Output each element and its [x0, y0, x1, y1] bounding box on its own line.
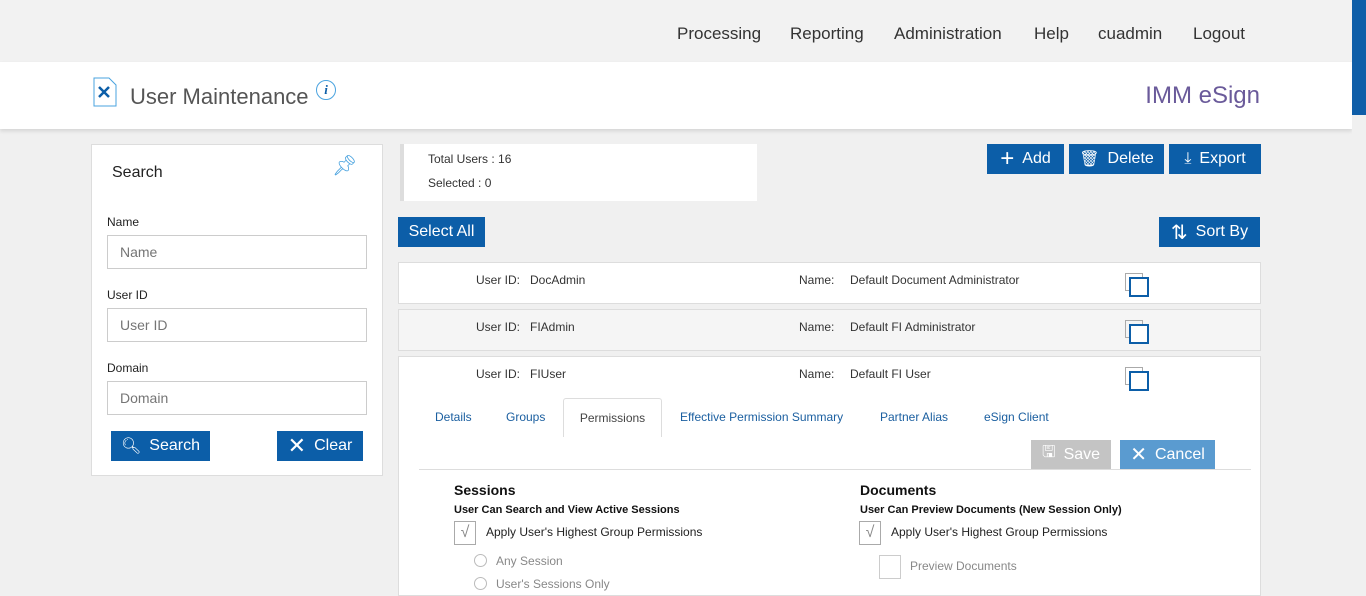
userid-label: User ID — [107, 288, 148, 302]
delete-button[interactable]: 🗑︎ Delete — [1069, 144, 1164, 174]
nav-processing[interactable]: Processing — [677, 24, 762, 43]
pin-icon[interactable]: 📌︎ — [332, 155, 358, 177]
nav-reporting[interactable]: Reporting — [790, 24, 864, 43]
save-icon: 🖫︎ — [1041, 444, 1056, 461]
user-maintenance-icon — [93, 77, 117, 107]
selected-count: Selected : 0 — [428, 176, 492, 190]
any-session-radio[interactable] — [474, 554, 487, 567]
search-panel: Search 📌︎ Name User ID Domain 🔍︎Search ✕… — [91, 144, 383, 476]
brand-name: IMM eSign — [1145, 82, 1260, 109]
sort-icon: ⇅ — [1170, 221, 1188, 244]
nav-administration[interactable]: Administration — [894, 24, 1002, 43]
close-icon: ✕ — [287, 433, 307, 458]
export-button[interactable]: ⤓ Export — [1169, 144, 1261, 174]
user-row[interactable]: User ID: DocAdmin Name: Default Document A… — [398, 262, 1261, 304]
search-icon: 🔍︎ — [120, 438, 142, 455]
user-name: Default FI User — [850, 367, 931, 381]
download-icon: ⤓ — [1184, 150, 1192, 167]
preview-documents-label: Preview Documents — [910, 559, 1017, 573]
scrollbar[interactable] — [1352, 0, 1366, 589]
plus-icon: + — [1000, 145, 1015, 172]
search-title: Search — [112, 164, 163, 181]
userid-input[interactable] — [107, 308, 367, 342]
any-session-label: Any Session — [496, 554, 563, 568]
save-button[interactable]: 🖫︎ Save — [1031, 440, 1111, 469]
documents-apply-label: Apply User's Highest Group Permissions — [891, 525, 1108, 539]
row-checkbox[interactable] — [1125, 273, 1149, 297]
total-users: Total Users : 16 — [428, 152, 512, 166]
user-name: Default Document Administrator — [850, 273, 1020, 287]
info-icon[interactable]: i — [316, 80, 336, 100]
tab-details[interactable]: Details — [435, 410, 472, 424]
tab-esign-client[interactable]: eSign Client — [984, 410, 1049, 424]
add-button[interactable]: + Add — [987, 144, 1064, 174]
nav-logout[interactable]: Logout — [1193, 24, 1245, 43]
divider — [419, 469, 1251, 470]
users-sessions-label: User's Sessions Only — [496, 577, 610, 591]
documents-subtitle: User Can Preview Documents (New Session … — [860, 504, 1122, 516]
name-label: Name — [107, 215, 140, 229]
sessions-apply-label: Apply User's Highest Group Permissions — [486, 525, 703, 539]
sessions-apply-checkbox[interactable]: √ — [454, 521, 476, 545]
user-row[interactable]: User ID: FIAdmin Name: Default FI Administ… — [398, 309, 1261, 351]
search-button[interactable]: 🔍︎ Search — [111, 431, 210, 461]
preview-documents-checkbox[interactable] — [879, 555, 901, 579]
domain-input[interactable] — [107, 381, 367, 415]
user-row-expanded[interactable]: User ID: FIUser Name: Default FI User — [398, 356, 1261, 596]
scrollbar-thumb[interactable] — [1352, 0, 1366, 115]
user-id: FIAdmin — [530, 320, 575, 334]
sessions-heading: Sessions — [454, 482, 516, 498]
user-name: Default FI Administrator — [850, 320, 976, 334]
domain-label: Domain — [107, 361, 149, 375]
trash-icon: 🗑︎ — [1079, 151, 1100, 168]
tab-groups[interactable]: Groups — [506, 410, 546, 424]
nav-user[interactable]: cuadmin — [1098, 24, 1163, 43]
sessions-subtitle: User Can Search and View Active Sessions — [454, 504, 680, 516]
documents-heading: Documents — [860, 482, 937, 498]
documents-apply-checkbox[interactable]: √ — [859, 521, 881, 545]
page-title: User Maintenance — [130, 84, 309, 109]
user-id: DocAdmin — [530, 273, 586, 287]
select-all-button[interactable]: Select All — [398, 217, 485, 247]
users-sessions-radio[interactable] — [474, 577, 487, 590]
cancel-button[interactable]: ✕ Cancel — [1120, 440, 1215, 469]
tab-effective-permission-summary[interactable]: Effective Permission Summary — [680, 410, 844, 424]
page-header: User Maintenance i IMM eSign — [0, 62, 1352, 129]
user-stats: Total Users : 16 Selected : 0 — [400, 144, 757, 201]
clear-button[interactable]: ✕ Clear — [277, 431, 363, 461]
sort-by-button[interactable]: ⇅ Sort By — [1159, 217, 1260, 247]
tab-partner-alias[interactable]: Partner Alias — [880, 410, 949, 424]
top-nav: Processing Reporting Administration Help… — [0, 0, 1352, 62]
row-checkbox[interactable] — [1125, 367, 1149, 391]
row-checkbox[interactable] — [1125, 320, 1149, 344]
close-icon: ✕ — [1130, 444, 1147, 466]
tab-permissions[interactable]: Permissions — [563, 398, 662, 437]
nav-help[interactable]: Help — [1034, 24, 1069, 43]
user-id: FIUser — [530, 367, 566, 381]
name-input[interactable] — [107, 235, 367, 269]
